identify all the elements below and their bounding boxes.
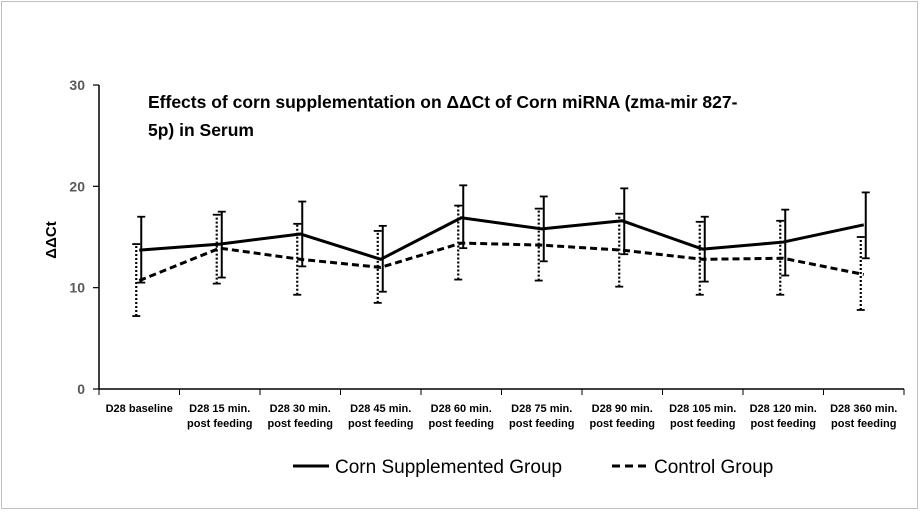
x-tick-label: post feeding xyxy=(831,418,896,430)
x-tick-label: D28 baseline xyxy=(106,403,173,415)
chart-title: 5p) in Serum xyxy=(148,120,254,140)
x-tick-label: D28 360 min. xyxy=(830,403,897,415)
x-tick-label: post feeding xyxy=(670,418,735,430)
x-tick-label: D28 15 min. xyxy=(189,403,250,415)
y-tick-label: 10 xyxy=(69,280,85,296)
x-tick-label: D28 105 min. xyxy=(669,403,736,415)
y-tick-label: 20 xyxy=(69,178,85,194)
x-tick-label: D28 90 min. xyxy=(592,403,653,415)
legend-label: Control Group xyxy=(654,457,773,478)
y-tick-label: 0 xyxy=(77,381,85,397)
legend-label: Corn Supplemented Group xyxy=(335,457,562,478)
series-line xyxy=(138,241,865,282)
x-tick-label: post feeding xyxy=(590,418,655,430)
y-axis-label: ΔΔCt xyxy=(43,221,60,258)
chart-title: Effects of corn supplementation on ΔΔCt … xyxy=(148,92,738,112)
x-tick-label: D28 45 min. xyxy=(350,403,411,415)
x-tick-label: D28 60 min. xyxy=(431,403,492,415)
y-tick-label: 30 xyxy=(69,77,85,93)
x-tick-label: post feeding xyxy=(187,418,252,430)
x-tick-label: post feeding xyxy=(509,418,574,430)
x-tick-label: D28 75 min. xyxy=(511,403,572,415)
series-line xyxy=(139,216,865,261)
x-tick-label: post feeding xyxy=(751,418,816,430)
x-tick-label: D28 120 min. xyxy=(750,403,817,415)
x-tick-label: post feeding xyxy=(348,418,413,430)
x-tick-label: D28 30 min. xyxy=(270,403,331,415)
x-tick-label: post feeding xyxy=(429,418,494,430)
x-tick-label: post feeding xyxy=(268,418,333,430)
